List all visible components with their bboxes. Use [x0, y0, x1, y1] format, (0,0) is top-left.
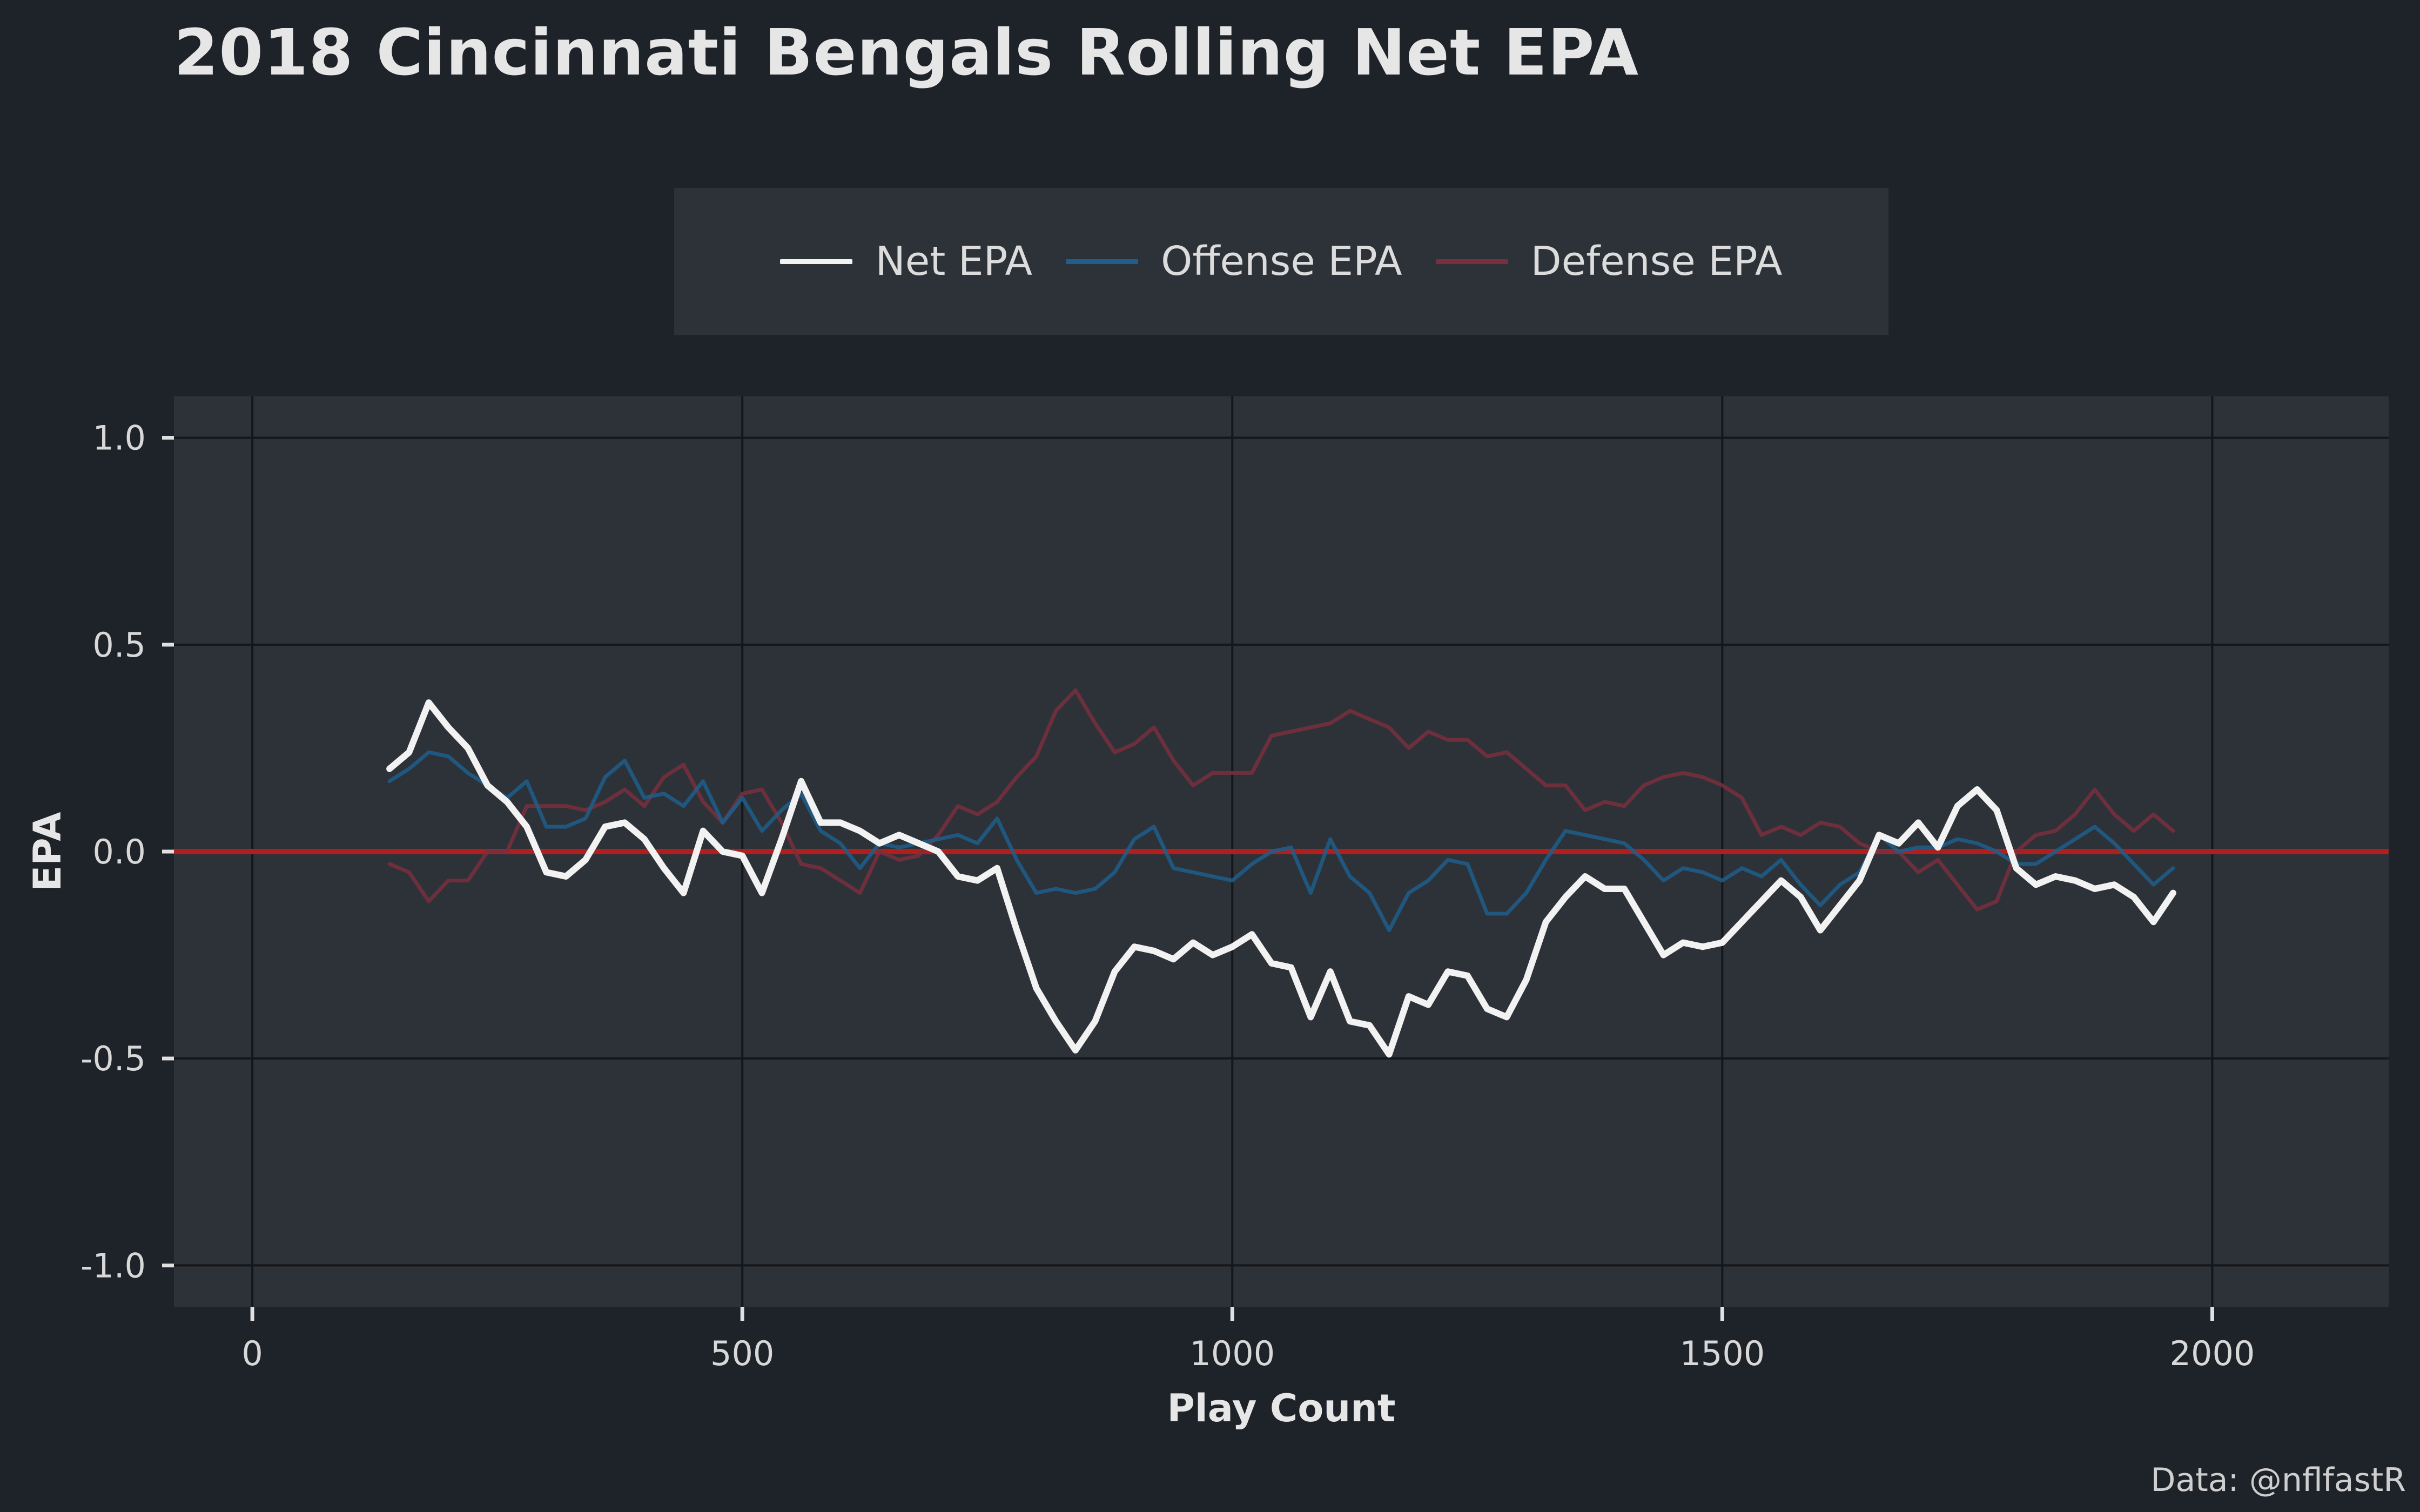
legend-item-defense-epa: Defense EPA: [1435, 238, 1783, 285]
y-axis-title: EPA: [25, 812, 70, 892]
source-credit: Data: @nflfastR: [2150, 1461, 2406, 1499]
chart-legend: Net EPA Offense EPA Defense EPA: [674, 188, 1888, 335]
legend-label-offense-epa: Offense EPA: [1161, 238, 1402, 285]
x-tick-label: 1500: [1679, 1334, 1765, 1373]
legend-label-defense-epa: Defense EPA: [1530, 238, 1783, 285]
y-tick-label: 0.0: [92, 832, 146, 872]
legend-key-net-epa: [780, 259, 853, 264]
legend-item-net-epa: Net EPA: [780, 238, 1032, 285]
net-epa-line: [386, 699, 2176, 1058]
y-tick-label: -1.0: [80, 1246, 146, 1285]
legend-key-offense-epa: [1066, 259, 1139, 264]
y-tick-label: 1.0: [92, 418, 146, 458]
y-tick-label: -0.5: [80, 1039, 146, 1078]
legend-item-offense-epa: Offense EPA: [1066, 238, 1402, 285]
legend-label-net-epa: Net EPA: [875, 238, 1033, 285]
y-tick-label: 0.5: [92, 625, 146, 665]
chart-title: 2018 Cincinnati Bengals Rolling Net EPA: [174, 15, 1639, 90]
x-tick-label: 1000: [1189, 1334, 1275, 1373]
x-tick-label: 500: [710, 1334, 774, 1373]
x-axis-title: Play Count: [1167, 1386, 1396, 1430]
x-tick-label: 0: [241, 1334, 263, 1373]
x-tick-label: 2000: [2170, 1334, 2255, 1373]
legend-key-defense-epa: [1435, 259, 1508, 264]
